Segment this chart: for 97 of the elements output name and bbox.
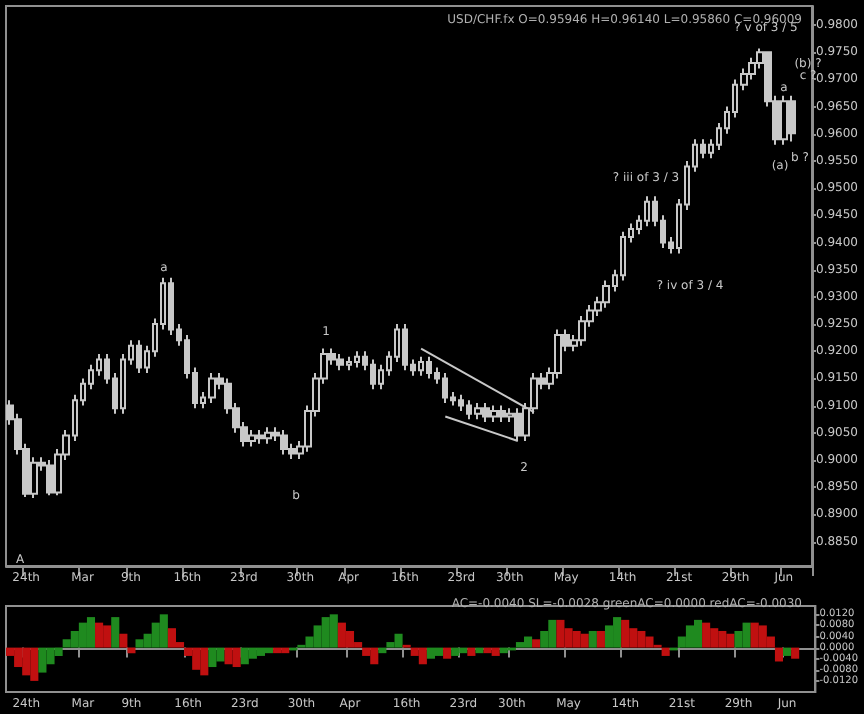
candlestick <box>208 371 216 404</box>
candlestick <box>136 339 142 374</box>
bar <box>329 614 338 648</box>
bar <box>410 647 419 656</box>
bar <box>556 619 565 648</box>
bar <box>208 647 217 668</box>
bar <box>54 647 63 656</box>
bar <box>475 647 484 654</box>
bar <box>515 642 525 648</box>
bar <box>726 633 735 648</box>
candlestick <box>248 429 256 448</box>
bar <box>337 622 346 648</box>
bar <box>394 633 403 648</box>
bar <box>119 633 128 648</box>
bar <box>718 630 727 648</box>
bar <box>532 639 541 648</box>
bar <box>14 647 23 668</box>
bar <box>580 633 589 648</box>
bar <box>588 630 597 648</box>
candlestick <box>426 355 432 380</box>
bar <box>443 647 452 659</box>
bar <box>135 639 144 648</box>
bar <box>426 647 435 659</box>
candlestick <box>482 401 490 423</box>
candlestick <box>788 94 796 143</box>
bar <box>321 617 330 648</box>
bar <box>30 647 39 681</box>
candlestick <box>402 323 408 372</box>
bar <box>362 647 371 656</box>
candlestick <box>370 358 376 391</box>
candlestick <box>264 426 272 445</box>
bar <box>702 622 711 648</box>
bar <box>491 647 500 656</box>
bar <box>256 647 266 656</box>
bar <box>22 647 31 676</box>
bar <box>216 647 225 662</box>
bar <box>111 617 120 648</box>
candlestick <box>490 404 498 423</box>
bar <box>564 628 573 648</box>
bar <box>167 628 176 648</box>
candlestick <box>780 94 788 146</box>
bar <box>38 647 47 673</box>
bar <box>200 647 209 676</box>
bar <box>613 617 622 648</box>
bar <box>604 625 614 648</box>
bar <box>103 625 112 648</box>
candlestick <box>498 404 506 423</box>
bar <box>127 647 136 654</box>
bar <box>572 630 581 648</box>
candlestick <box>354 350 360 369</box>
bar <box>386 642 395 648</box>
bar <box>621 619 630 648</box>
bar <box>742 622 751 648</box>
bar <box>313 625 322 648</box>
bar <box>734 630 743 648</box>
candlestick <box>644 195 650 228</box>
bar <box>791 647 800 659</box>
bar <box>451 647 460 656</box>
bar <box>86 617 96 648</box>
bar <box>758 625 767 648</box>
bar <box>596 630 605 648</box>
candlestick <box>256 429 264 445</box>
candlestick <box>458 393 464 413</box>
candlestick <box>418 355 424 377</box>
bar <box>645 636 654 648</box>
bar <box>661 647 670 656</box>
bar <box>240 647 249 665</box>
bar <box>710 628 719 648</box>
bar <box>783 647 792 656</box>
bar <box>70 630 79 648</box>
bar <box>750 622 759 648</box>
bar <box>232 647 241 668</box>
bar <box>78 622 87 648</box>
candlestick <box>280 429 288 456</box>
bar <box>370 647 379 665</box>
candlestick <box>336 352 344 372</box>
bar <box>95 622 104 648</box>
candlestick <box>474 401 482 421</box>
bar <box>524 636 533 648</box>
bar <box>548 619 557 648</box>
bar <box>151 622 160 648</box>
bar <box>248 647 257 659</box>
bar <box>467 647 476 656</box>
bar <box>159 614 168 648</box>
bar <box>637 630 646 648</box>
bar <box>46 647 55 665</box>
bar <box>685 625 694 648</box>
bar <box>224 647 233 665</box>
bar <box>345 630 355 648</box>
candlestick <box>442 371 448 404</box>
bar <box>629 628 638 648</box>
bar <box>418 647 427 665</box>
bar <box>192 647 201 670</box>
bar <box>774 647 784 662</box>
bar <box>693 619 703 648</box>
bar <box>434 647 444 656</box>
bar <box>62 639 71 648</box>
